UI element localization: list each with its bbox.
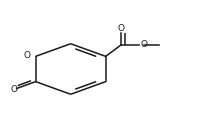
- Text: O: O: [24, 51, 31, 60]
- Text: O: O: [118, 24, 125, 33]
- Text: O: O: [140, 40, 147, 49]
- Text: O: O: [11, 85, 18, 94]
